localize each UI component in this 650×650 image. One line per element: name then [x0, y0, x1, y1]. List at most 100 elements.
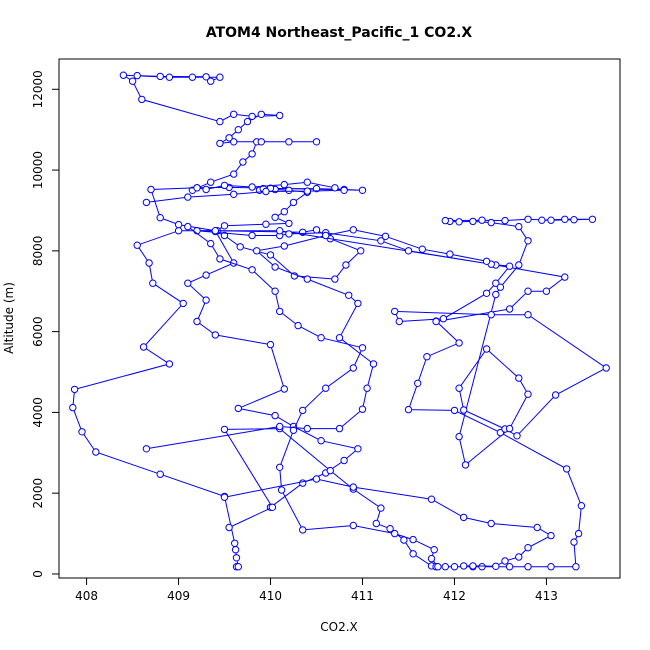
- data-point: [193, 184, 201, 192]
- data-point: [234, 126, 243, 134]
- data-point: [165, 73, 174, 81]
- data-point: [280, 242, 288, 250]
- series-group: [220, 475, 555, 570]
- data-point: [386, 525, 394, 533]
- data-point: [248, 150, 256, 158]
- data-point: [285, 230, 293, 238]
- data-point: [524, 311, 532, 319]
- x-tick-label: 410: [259, 589, 282, 603]
- data-point: [455, 384, 463, 392]
- data-point: [202, 271, 210, 279]
- data-point: [211, 331, 220, 339]
- data-point: [266, 251, 275, 259]
- data-point: [570, 538, 578, 546]
- data-point: [547, 531, 555, 540]
- data-point: [92, 448, 100, 456]
- data-point: [345, 291, 353, 299]
- data-point: [418, 245, 426, 253]
- data-point: [354, 299, 362, 308]
- data-point: [342, 261, 350, 269]
- data-point: [133, 241, 141, 249]
- data-point: [299, 406, 307, 415]
- data-point: [430, 546, 438, 554]
- data-point: [294, 321, 302, 330]
- data-point: [322, 384, 330, 392]
- data-point: [225, 523, 233, 532]
- data-point: [70, 385, 79, 394]
- data-point: [354, 445, 362, 453]
- data-point: [276, 463, 284, 471]
- data-point: [335, 424, 344, 433]
- data-point: [524, 215, 532, 224]
- data-point: [505, 563, 514, 571]
- data-point: [236, 243, 244, 251]
- data-point: [303, 178, 311, 186]
- data-point: [335, 334, 344, 342]
- data-point: [303, 424, 311, 433]
- data-point: [432, 317, 440, 326]
- data-point: [225, 134, 233, 142]
- data-point: [414, 379, 422, 387]
- data-point: [524, 287, 532, 295]
- data-point: [220, 493, 229, 501]
- data-point: [547, 563, 555, 571]
- data-point: [441, 216, 449, 225]
- data-point: [349, 226, 357, 234]
- data-point: [202, 296, 210, 304]
- data-point: [524, 237, 532, 245]
- series-group: [193, 215, 610, 571]
- data-point: [434, 563, 442, 571]
- data-point: [211, 227, 220, 235]
- data-point: [482, 345, 491, 353]
- y-axis-label: Altitude (m): [2, 282, 16, 354]
- data-point: [145, 259, 153, 267]
- data-point: [216, 255, 224, 263]
- data-point: [232, 554, 241, 562]
- data-point: [409, 550, 417, 558]
- data-point: [349, 521, 357, 530]
- data-point: [487, 311, 495, 319]
- data-point: [427, 554, 436, 563]
- data-point: [570, 216, 578, 224]
- data-point: [216, 139, 224, 148]
- data-point: [271, 411, 279, 420]
- data-point: [174, 227, 183, 235]
- data-point: [602, 364, 610, 372]
- data-point: [230, 170, 238, 178]
- data-point: [317, 437, 325, 445]
- data-point: [280, 180, 288, 189]
- data-point: [326, 466, 334, 475]
- data-point: [450, 563, 459, 571]
- data-point: [248, 231, 256, 240]
- data-point: [469, 562, 477, 570]
- data-point: [239, 158, 247, 166]
- data-point: [231, 546, 240, 554]
- data-point: [441, 563, 449, 571]
- data-point: [142, 445, 151, 453]
- y-axis: 0 2000 4000 6000 8000 10000 12000: [31, 70, 59, 578]
- data-point: [563, 465, 571, 473]
- data-point: [577, 502, 586, 510]
- data-point: [455, 218, 463, 226]
- x-tick-label: 411: [351, 589, 374, 603]
- y-tick-label: 0: [31, 570, 45, 578]
- data-point: [395, 317, 403, 326]
- data-point: [358, 405, 367, 413]
- data-point: [262, 187, 270, 196]
- data-point: [358, 344, 367, 352]
- data-point: [156, 72, 164, 81]
- data-point: [165, 360, 174, 368]
- data-point: [409, 535, 417, 544]
- data-point: [179, 299, 187, 308]
- data-point: [133, 71, 141, 80]
- data-point: [216, 117, 224, 126]
- data-point: [524, 390, 532, 398]
- data-point: [234, 563, 243, 571]
- data-point: [538, 216, 546, 224]
- x-tick-label: 408: [75, 589, 98, 603]
- x-tick-label: 412: [443, 589, 466, 603]
- data-point: [220, 425, 229, 434]
- data-point: [372, 519, 380, 528]
- y-tick-label: 4000: [31, 397, 45, 428]
